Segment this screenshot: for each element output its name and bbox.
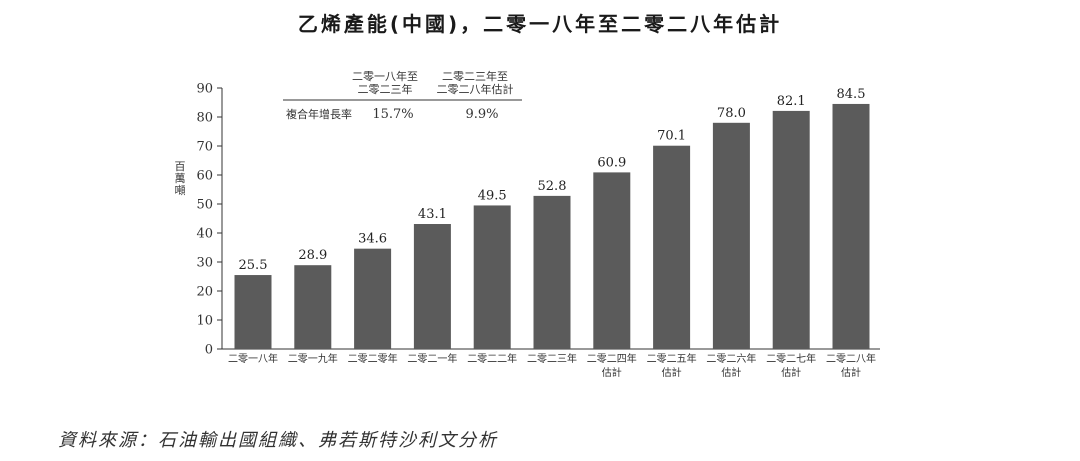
bar-value-label: 34.6 xyxy=(358,232,387,247)
x-tick-label: 二零二零年 xyxy=(348,352,398,365)
y-tick-label: 0 xyxy=(205,343,213,358)
cagr-value: 9.9% xyxy=(465,107,498,122)
bar xyxy=(772,110,810,349)
y-tick-label: 30 xyxy=(196,256,213,271)
cagr-value: 15.7% xyxy=(372,107,413,122)
x-tick-label: 二零二一年 xyxy=(407,352,457,365)
y-tick-label: 80 xyxy=(196,111,213,126)
bar xyxy=(473,205,511,349)
bar xyxy=(533,195,571,349)
y-tick-label: 90 xyxy=(196,82,213,97)
x-tick-label: 二零二七年 xyxy=(766,352,816,365)
bar xyxy=(294,265,332,349)
bar xyxy=(712,122,750,349)
x-tick-label: 估計 xyxy=(781,366,801,379)
bar xyxy=(354,248,392,349)
bar xyxy=(593,172,631,349)
x-tick-label: 估計 xyxy=(841,366,861,379)
bar-value-label: 49.5 xyxy=(478,188,507,203)
bar-value-label: 78.0 xyxy=(717,106,746,121)
y-tick-label: 70 xyxy=(196,140,213,155)
x-tick-label: 估計 xyxy=(602,366,622,379)
bar-value-label: 25.5 xyxy=(239,258,268,273)
y-axis-label: 百萬噸 xyxy=(175,160,186,197)
bar xyxy=(413,224,451,349)
bar-value-label: 52.8 xyxy=(538,179,567,194)
bar xyxy=(832,103,870,349)
bar-value-label: 82.1 xyxy=(777,94,806,109)
source-note: 資料來源：石油輸出國組織、弗若斯特沙利文分析 xyxy=(58,430,498,451)
bar-value-label: 60.9 xyxy=(597,155,626,170)
chart-title: 乙烯產能(中國)，二零一八年至二零二八年估計 xyxy=(297,12,783,36)
bar xyxy=(234,275,272,349)
x-tick-label: 二零二八年 xyxy=(826,352,876,365)
bars: 25.5 二零一八年 28.9 二零一九年 34.6 二零二零年 43.1 二零二一年 49.5… xyxy=(228,87,876,379)
bar-value-label: 84.5 xyxy=(837,87,866,102)
bar xyxy=(653,145,691,349)
bar-value-label: 43.1 xyxy=(418,207,447,222)
x-tick-label: 二零二三年 xyxy=(527,352,577,365)
cagr-header-col2: 二零二三年至 xyxy=(442,69,508,83)
y-tick-label: 20 xyxy=(196,285,213,300)
cagr-row-label: 複合年增長率 xyxy=(286,107,352,121)
x-tick-label: 二零二四年 xyxy=(587,352,637,365)
y-tick-label: 40 xyxy=(196,227,213,242)
bar-value-label: 28.9 xyxy=(298,248,327,263)
x-tick-label: 二零一九年 xyxy=(288,352,338,365)
cagr-header-col2: 二零二八年估計 xyxy=(437,82,514,96)
x-tick-label: 二零二五年 xyxy=(647,352,697,365)
cagr-header-col1: 二零一八年至 xyxy=(352,69,418,83)
x-tick-label: 二零二二年 xyxy=(467,352,517,365)
x-tick-label: 估計 xyxy=(662,366,682,379)
x-tick-label: 二零二六年 xyxy=(706,352,756,365)
cagr-header-col1: 二零二三年 xyxy=(358,82,413,96)
bar-value-label: 70.1 xyxy=(657,129,686,144)
y-tick-label: 50 xyxy=(196,198,213,213)
x-tick-label: 二零一八年 xyxy=(228,352,278,365)
x-tick-label: 估計 xyxy=(721,366,741,379)
y-tick-label: 60 xyxy=(196,169,213,184)
y-tick-label: 10 xyxy=(196,314,213,329)
